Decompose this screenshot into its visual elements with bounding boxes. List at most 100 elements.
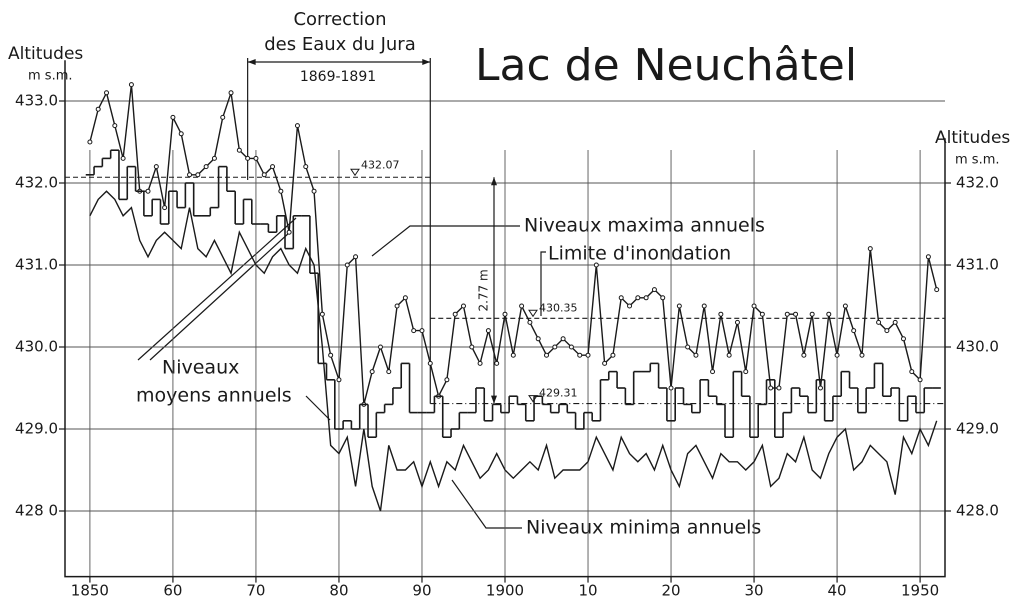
point [809,311,815,317]
point [394,303,400,309]
point [444,377,450,383]
reference-marker [528,309,538,318]
point [510,352,516,358]
point [593,262,599,268]
y-tick-label: 428 0 [15,502,58,520]
leader-line [305,395,331,421]
x-tick-label: 60 [163,582,182,600]
axis-frame [64,60,946,578]
y2-axis-label: Altitudes [935,128,1010,148]
point [718,311,724,317]
series-line [89,190,938,512]
point [469,344,475,350]
y2-tick-label: 431.0 [956,256,999,274]
y-tick-label: 429.0 [15,420,58,438]
point [253,155,259,161]
correction-title: des Eaux du Jura [264,34,416,55]
point [386,369,392,375]
point [336,377,342,383]
point [485,328,491,334]
x-tick-label: 10 [578,582,597,600]
point [286,229,292,235]
point [917,377,923,383]
series-label: Niveaux minima annuels [526,517,761,539]
point [527,319,533,325]
point [892,319,898,325]
y-tick-label: 432.0 [15,174,58,192]
point [87,139,93,145]
point [676,303,682,309]
x-tick-label: 30 [745,582,764,600]
point [311,188,317,194]
series-label: moyens annuels [136,385,292,407]
x-tick-label: 70 [246,582,265,600]
chart-title: Lac de Neuchâtel [475,40,857,91]
point [859,352,865,358]
reference-label: Limite d'inondation [548,243,731,265]
x-tick-label: 40 [828,582,847,600]
point [618,295,624,301]
point [834,352,840,358]
point [261,172,267,178]
point [535,336,541,342]
point [577,352,583,358]
difference-label: 2.77 m [477,269,491,311]
point [884,328,890,334]
point [519,303,525,309]
point [278,188,284,194]
point [568,344,574,350]
point [112,123,118,129]
point [245,155,251,161]
point [701,303,707,309]
point [643,295,649,301]
point [452,311,458,317]
series-label: Niveaux [162,357,239,379]
step-series [85,149,941,439]
y-axis-label: Altitudes [8,44,83,64]
point [776,385,782,391]
series-label: Niveaux maxima annuels [524,215,765,237]
point [610,352,616,358]
reference-label: 430.35 [539,301,578,314]
reference-label: 429.31 [539,387,578,400]
point [402,295,408,301]
leader-line [540,251,546,316]
y2-tick-label: 432.0 [956,174,999,192]
y-axis-label: m s.m. [28,69,73,84]
y2-tick-label: 428.0 [956,502,999,520]
x-tick-label: 80 [329,582,348,600]
correction-period: 1869-1891 [300,69,376,85]
point [826,311,832,317]
point [925,254,931,260]
point [627,303,633,309]
point [104,90,110,96]
point [328,352,334,358]
point [876,319,882,325]
point [170,114,176,120]
point [635,295,641,301]
x-tick-label: 1900 [486,582,524,600]
point [419,328,425,334]
point [585,352,591,358]
x-tick-label: 1950 [901,582,939,600]
x-tick-label: 20 [661,582,680,600]
leader-line [451,479,522,529]
point [668,385,674,391]
point [145,188,151,194]
y-tick-label: 431.0 [15,256,58,274]
point [128,82,134,88]
point [759,311,765,317]
point [768,385,774,391]
y2-tick-label: 430.0 [956,338,999,356]
point [651,287,657,293]
point [751,303,757,309]
y2-axis-label: m s.m. [955,153,1000,168]
y-tick-label: 430.0 [15,338,58,356]
correction-title: Correction [293,9,386,30]
point [369,369,375,375]
point [743,369,749,375]
point [411,328,417,334]
point [909,369,915,375]
point [477,360,483,366]
